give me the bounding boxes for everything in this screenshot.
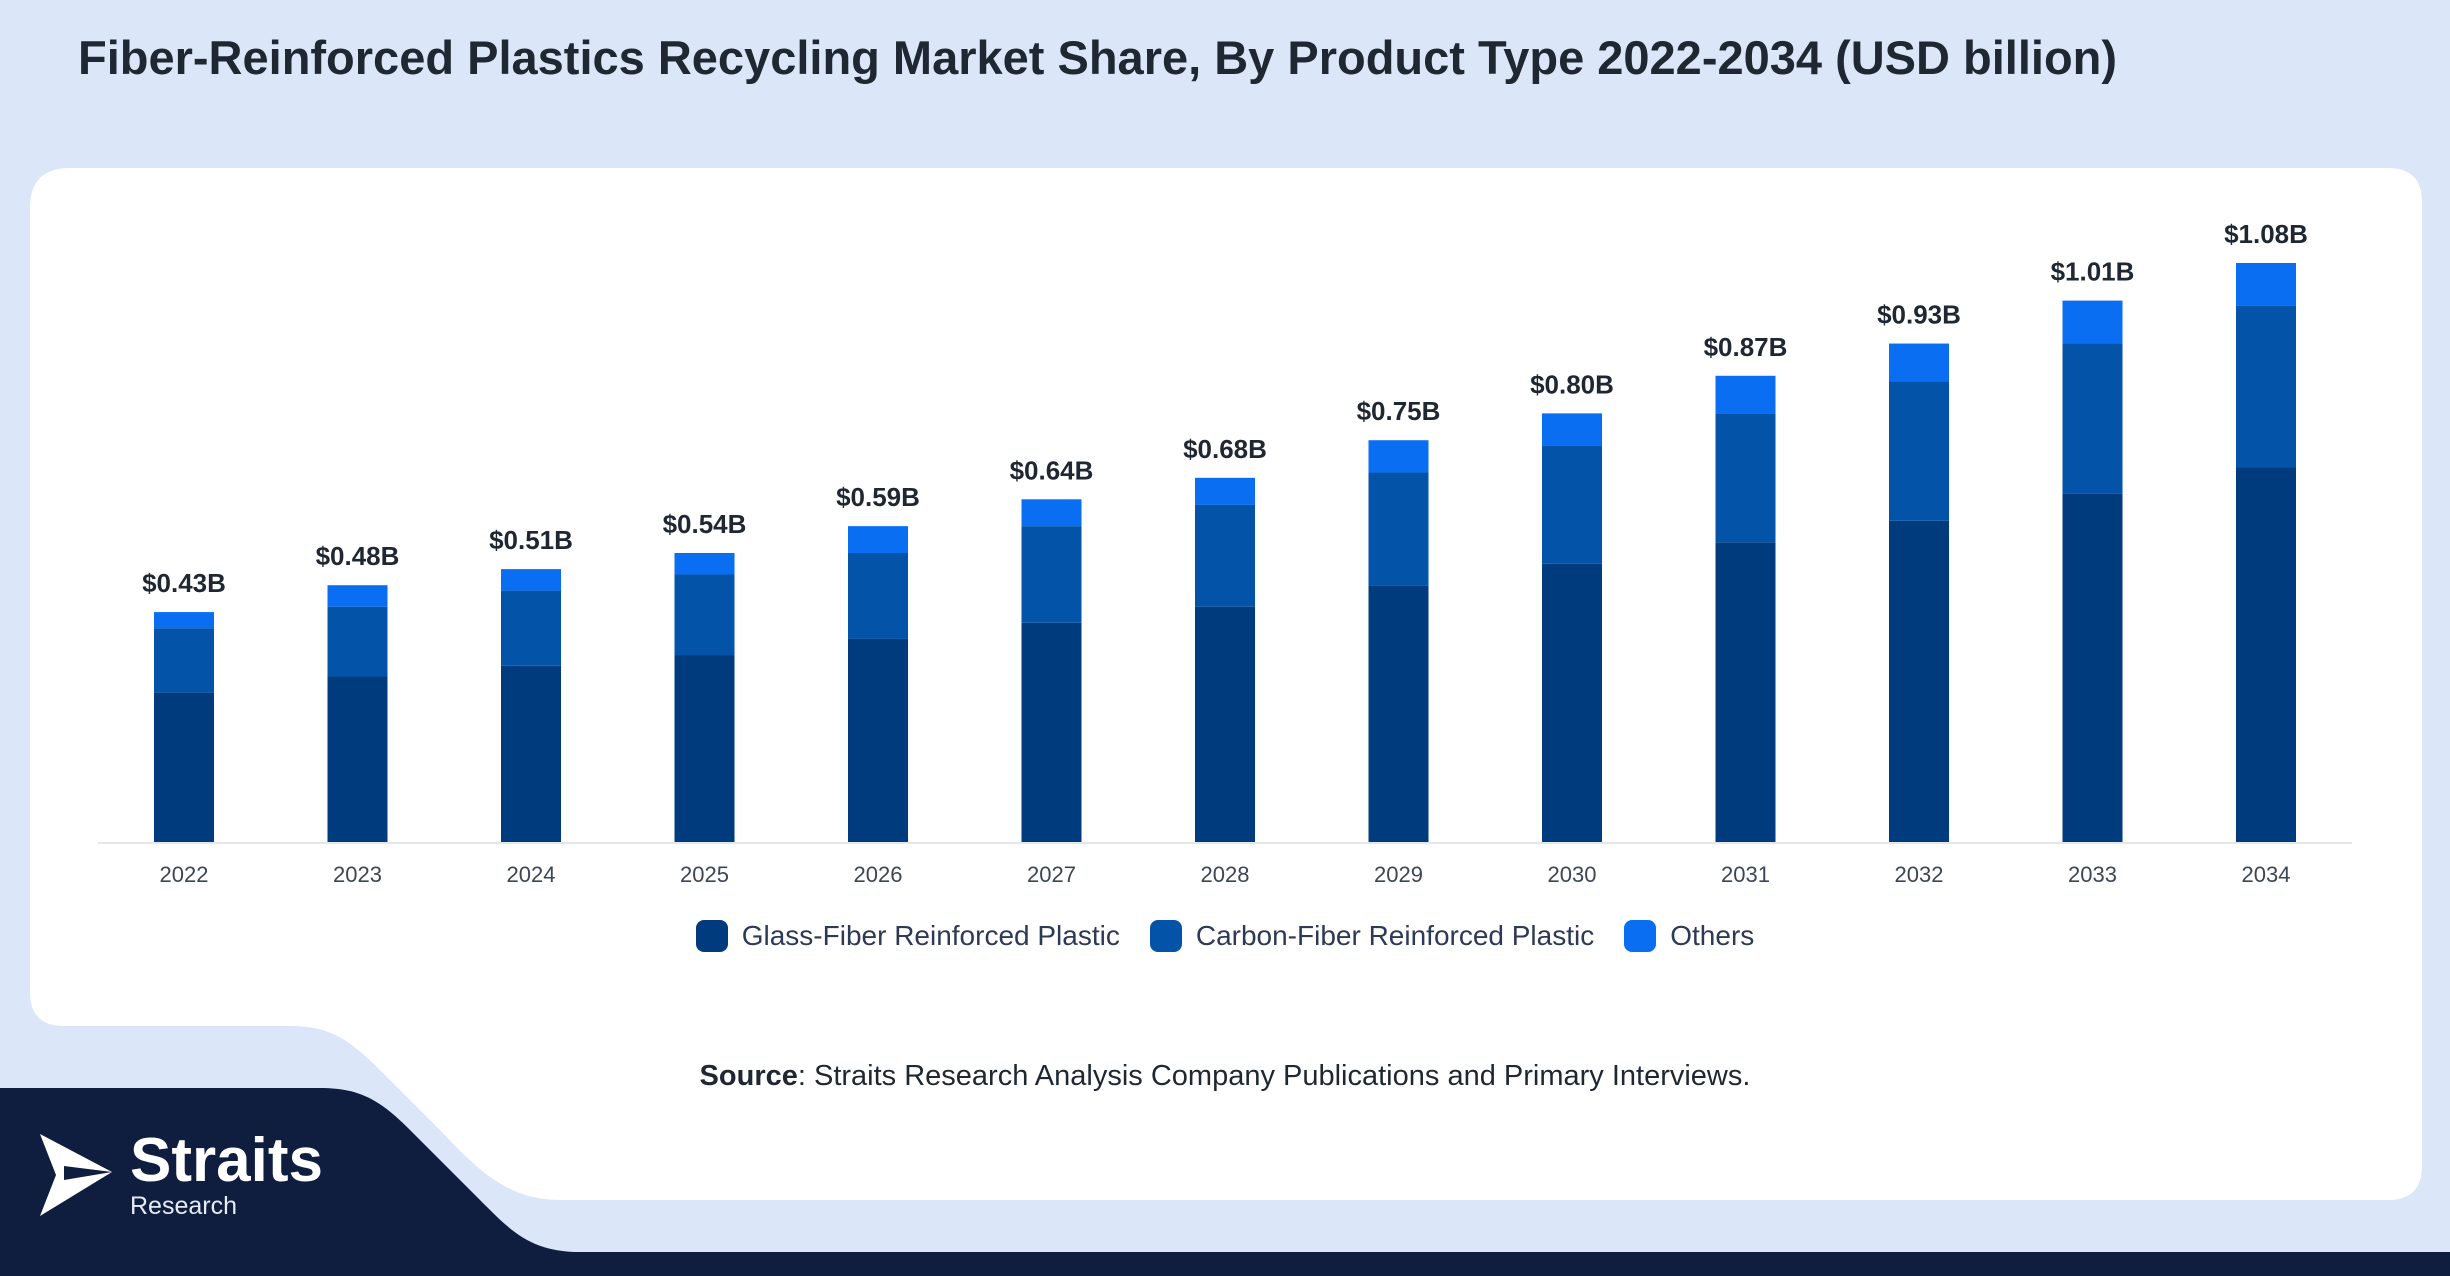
bar-glass-2026[interactable] [848, 638, 908, 843]
bar-others-2022[interactable] [154, 612, 214, 629]
bar-others-2029[interactable] [1368, 440, 1429, 473]
x-tick-2034: 2034 [2242, 862, 2291, 887]
total-label-2028: $0.68B [1183, 434, 1267, 464]
bar-carbon-2022[interactable] [154, 628, 214, 693]
bar-carbon-2028[interactable] [1195, 504, 1255, 607]
bar-others-2031[interactable] [1715, 375, 1776, 414]
x-tick-2029: 2029 [1374, 862, 1423, 887]
bar-carbon-2032[interactable] [1889, 381, 1949, 521]
total-label-2024: $0.51B [489, 525, 573, 555]
x-tick-2032: 2032 [1895, 862, 1944, 887]
bar-others-2032[interactable] [1889, 343, 1949, 382]
total-label-2027: $0.64B [1010, 455, 1094, 485]
total-label-2026: $0.59B [836, 482, 920, 512]
total-label-2034: $1.08B [2224, 219, 2308, 249]
total-label-2032: $0.93B [1877, 300, 1961, 330]
legend-item-others[interactable]: Others [1624, 920, 1754, 952]
bar-glass-2032[interactable] [1889, 520, 1949, 843]
bar-glass-2033[interactable] [2062, 493, 2123, 843]
x-tick-2031: 2031 [1721, 862, 1770, 887]
source-text: : Straits Research Analysis Company Publ… [797, 1060, 1751, 1092]
total-label-2033: $1.01B [2051, 257, 2135, 287]
source-label: Source [699, 1060, 798, 1092]
bar-carbon-2025[interactable] [674, 574, 735, 656]
bar-carbon-2033[interactable] [2062, 343, 2123, 494]
legend-label-carbon: Carbon-Fiber Reinforced Plastic [1195, 920, 1595, 951]
legend-swatch-others [1624, 920, 1657, 952]
bar-others-2024[interactable] [501, 569, 561, 591]
bar-carbon-2023[interactable] [327, 606, 388, 677]
x-tick-2027: 2027 [1027, 862, 1076, 887]
straits-logo: Straits Research [36, 1130, 323, 1220]
legend-item-glass[interactable]: Glass-Fiber Reinforced Plastic [695, 920, 1120, 952]
x-tick-2033: 2033 [2068, 862, 2117, 887]
bar-glass-2025[interactable] [674, 655, 735, 843]
bar-carbon-2031[interactable] [1715, 413, 1776, 543]
bar-carbon-2024[interactable] [501, 590, 561, 666]
bar-others-2025[interactable] [674, 553, 735, 575]
x-tick-2030: 2030 [1548, 862, 1597, 887]
legend-swatch-carbon [1149, 920, 1182, 952]
x-tick-2028: 2028 [1201, 862, 1250, 887]
page-title: Fiber-Reinforced Plastics Recycling Mark… [78, 31, 2118, 84]
x-tick-2024: 2024 [507, 862, 556, 887]
bar-carbon-2027[interactable] [1021, 526, 1082, 623]
total-label-2031: $0.87B [1704, 332, 1788, 362]
legend-label-others: Others [1670, 920, 1755, 951]
x-tick-2022: 2022 [160, 862, 209, 887]
bar-glass-2024[interactable] [501, 665, 561, 843]
logo-name: Straits [130, 1126, 323, 1195]
legend-swatch-glass [695, 920, 728, 952]
bar-others-2028[interactable] [1195, 477, 1255, 505]
bar-others-2027[interactable] [1021, 499, 1082, 527]
bar-glass-2027[interactable] [1021, 622, 1082, 843]
total-label-2022: $0.43B [142, 568, 226, 598]
bar-others-2026[interactable] [848, 526, 908, 553]
bar-others-2030[interactable] [1542, 413, 1602, 446]
x-tick-2025: 2025 [680, 862, 729, 887]
bar-glass-2029[interactable] [1368, 585, 1429, 843]
bar-glass-2023[interactable] [327, 676, 388, 843]
bar-carbon-2026[interactable] [848, 553, 908, 639]
legend-label-glass: Glass-Fiber Reinforced Plastic [741, 920, 1120, 951]
bar-glass-2030[interactable] [1542, 563, 1602, 843]
bar-glass-2028[interactable] [1195, 606, 1255, 843]
total-label-2030: $0.80B [1530, 369, 1614, 399]
logo-subtitle: Research [130, 1192, 237, 1220]
bar-carbon-2034[interactable] [2236, 305, 2296, 468]
bar-others-2023[interactable] [327, 585, 388, 607]
total-label-2023: $0.48B [316, 541, 400, 571]
bar-glass-2031[interactable] [1715, 542, 1776, 843]
bar-carbon-2029[interactable] [1368, 472, 1429, 586]
chart-legend: Glass-Fiber Reinforced Plastic Carbon-Fi… [0, 920, 2450, 952]
bar-others-2033[interactable] [2062, 300, 2123, 344]
total-label-2029: $0.75B [1357, 396, 1441, 426]
straits-arrow-icon [40, 1134, 112, 1216]
x-tick-2023: 2023 [333, 862, 382, 887]
bar-glass-2022[interactable] [154, 692, 214, 843]
total-label-2025: $0.54B [663, 509, 747, 539]
legend-item-carbon[interactable]: Carbon-Fiber Reinforced Plastic [1149, 920, 1595, 952]
bar-others-2034[interactable] [2236, 263, 2296, 306]
bar-glass-2034[interactable] [2236, 467, 2296, 843]
bar-carbon-2030[interactable] [1542, 445, 1602, 564]
footer-band [0, 1088, 2450, 1276]
source-note: Source: Straits Research Analysis Compan… [0, 1060, 2450, 1093]
x-tick-2026: 2026 [854, 862, 903, 887]
